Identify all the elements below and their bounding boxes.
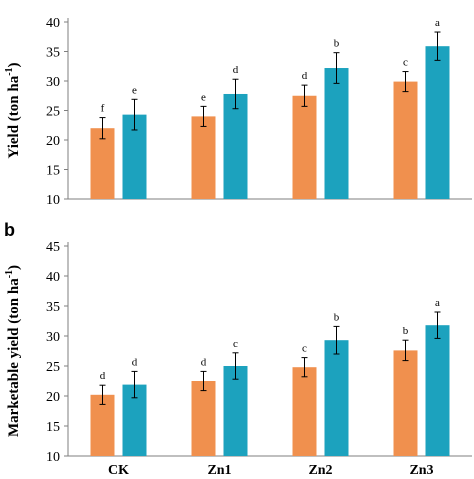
significance-letter: a [435, 297, 440, 309]
significance-letter: c [403, 57, 408, 69]
x-category-label: Zn1 [207, 463, 231, 474]
x-category-label: Zn3 [409, 463, 433, 474]
y-tick-label: 20 [46, 390, 60, 405]
y-tick-label: 40 [46, 16, 60, 31]
y-tick-label: 30 [46, 330, 60, 345]
bar [191, 381, 216, 456]
panel-label: b [4, 220, 15, 240]
bar [292, 367, 317, 456]
y-tick-label: 35 [46, 46, 60, 61]
significance-letter: d [100, 370, 106, 382]
y-tick-label: 15 [46, 164, 60, 179]
bar [425, 46, 450, 199]
significance-letter: d [302, 70, 308, 82]
bar [324, 68, 349, 200]
bar [425, 325, 450, 456]
bar [393, 81, 418, 199]
y-tick-label: 40 [46, 270, 60, 285]
y-tick-label: 25 [46, 360, 60, 375]
significance-letter: d [233, 64, 239, 76]
bar [90, 394, 115, 456]
y-tick-label: 15 [46, 420, 60, 435]
y-tick-label: 45 [46, 240, 60, 255]
significance-letter: a [435, 17, 440, 29]
y-tick-label: 10 [46, 193, 60, 208]
y-tick-label: 30 [46, 75, 60, 90]
x-category-label: CK [108, 463, 129, 474]
y-tick-label: 25 [46, 105, 60, 120]
significance-letter: c [302, 343, 307, 355]
bar [90, 128, 115, 199]
y-tick-label: 35 [46, 300, 60, 315]
significance-letter: f [101, 103, 105, 115]
y-tick-label: 20 [46, 134, 60, 149]
bar [223, 93, 248, 199]
significance-letter: b [334, 38, 340, 50]
significance-letter: d [132, 356, 138, 368]
y-tick-label: 10 [46, 450, 60, 465]
significance-letter: b [403, 325, 409, 337]
y-axis-title: Yield (ton ha-1) [4, 62, 22, 158]
bar [393, 350, 418, 456]
bar [292, 95, 317, 199]
significance-letter: d [201, 356, 207, 368]
bar [191, 116, 216, 199]
significance-letter: b [334, 311, 340, 323]
y-axis-title: Marketable yield (ton ha-1) [4, 265, 22, 437]
bar [324, 340, 349, 456]
significance-letter: e [201, 91, 206, 103]
x-category-label: Zn2 [308, 463, 332, 474]
significance-letter: c [233, 338, 238, 350]
significance-letter: e [132, 84, 137, 96]
bar [223, 366, 248, 456]
